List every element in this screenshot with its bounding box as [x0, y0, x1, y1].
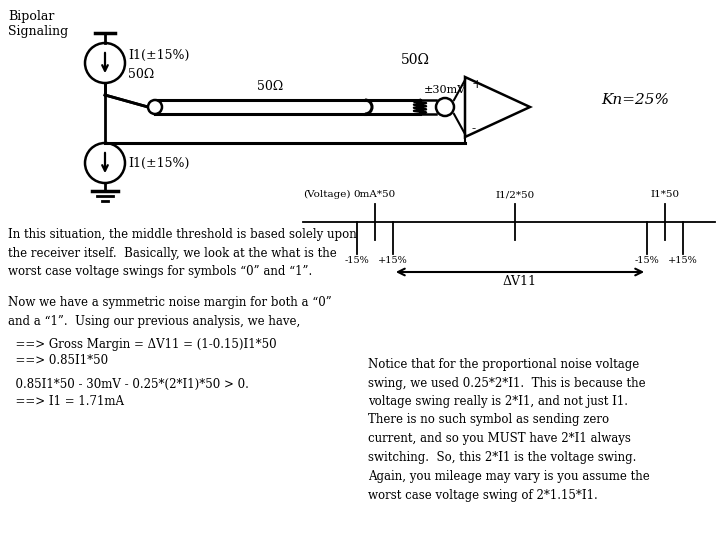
- Text: 50Ω: 50Ω: [257, 80, 283, 93]
- Text: Again, you mileage may vary is you assume the
worst case voltage swing of 2*1.15: Again, you mileage may vary is you assum…: [368, 470, 649, 502]
- Text: ±30mV: ±30mV: [424, 85, 466, 95]
- Text: I1/2*50: I1/2*50: [495, 190, 535, 199]
- Text: ==> Gross Margin = ΔV11 = (1-0.15)I1*50: ==> Gross Margin = ΔV11 = (1-0.15)I1*50: [8, 338, 276, 351]
- Text: Notice that for the proportional noise voltage
swing, we used 0.25*2*I1.  This i: Notice that for the proportional noise v…: [368, 358, 646, 463]
- Text: 50Ω: 50Ω: [400, 53, 430, 67]
- Text: 0mA*50: 0mA*50: [354, 190, 396, 199]
- Text: -: -: [472, 123, 476, 136]
- Text: 50Ω: 50Ω: [128, 69, 154, 82]
- Text: Kn=25%: Kn=25%: [601, 93, 669, 107]
- Text: ==> 0.85I1*50: ==> 0.85I1*50: [8, 354, 108, 367]
- Text: In this situation, the middle threshold is based solely upon
the receiver itself: In this situation, the middle threshold …: [8, 228, 356, 278]
- Text: I1(±15%): I1(±15%): [128, 157, 189, 170]
- Text: Now we have a symmetric noise margin for both a “0”
and a “1”.  Using our previo: Now we have a symmetric noise margin for…: [8, 296, 332, 327]
- Text: +: +: [472, 78, 482, 91]
- Text: Bipolar
Signaling: Bipolar Signaling: [8, 10, 68, 38]
- Text: -15%: -15%: [345, 256, 369, 265]
- Text: ΔV11: ΔV11: [503, 275, 537, 288]
- Text: (Voltage): (Voltage): [303, 190, 351, 199]
- Text: I1(±15%): I1(±15%): [128, 49, 189, 62]
- Text: 0.85I1*50 - 30mV - 0.25*(2*I1)*50 > 0.: 0.85I1*50 - 30mV - 0.25*(2*I1)*50 > 0.: [8, 378, 249, 391]
- Text: +15%: +15%: [668, 256, 698, 265]
- Text: ==> I1 = 1.71mA: ==> I1 = 1.71mA: [8, 395, 124, 408]
- Text: I1*50: I1*50: [650, 190, 680, 199]
- Circle shape: [436, 98, 454, 116]
- Text: -15%: -15%: [634, 256, 660, 265]
- Circle shape: [148, 100, 162, 114]
- Text: +15%: +15%: [378, 256, 408, 265]
